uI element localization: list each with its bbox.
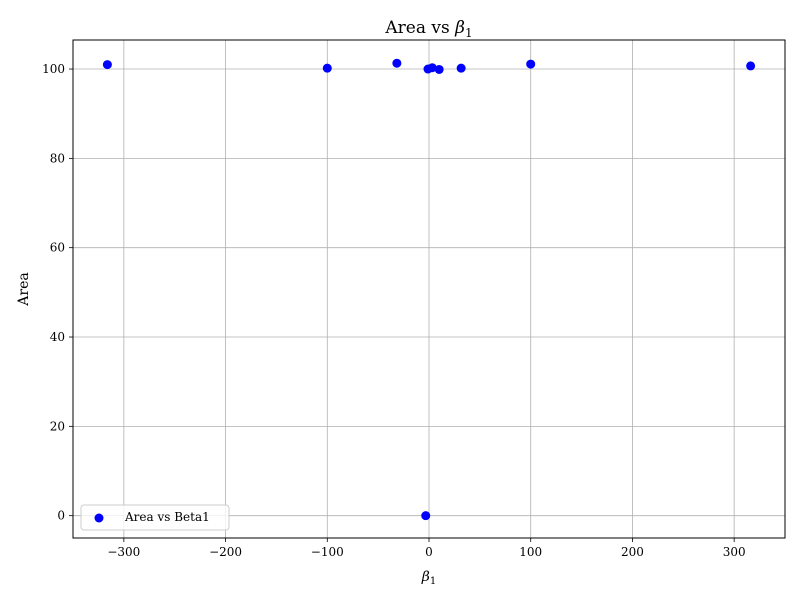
x-tick-label: 0 bbox=[425, 545, 433, 559]
x-tick-label: −200 bbox=[209, 545, 242, 559]
legend-label: Area vs Beta1 bbox=[124, 510, 210, 524]
x-axis-ticks: −300 −200 −100 0 100 200 300 bbox=[107, 538, 746, 559]
legend-box bbox=[80, 504, 230, 531]
data-point bbox=[322, 63, 332, 73]
legend-marker bbox=[94, 513, 104, 523]
y-tick-label: 100 bbox=[42, 62, 65, 76]
x-axis-label: β1 bbox=[421, 569, 436, 587]
y-tick-label: 60 bbox=[50, 241, 65, 255]
data-point bbox=[392, 58, 402, 68]
data-points bbox=[102, 58, 756, 521]
data-point bbox=[746, 61, 756, 71]
chart-title: Area vs β1 bbox=[384, 18, 472, 40]
y-axis-ticks: 0 20 40 60 80 100 bbox=[42, 62, 73, 523]
data-point bbox=[456, 63, 466, 73]
y-tick-label: 0 bbox=[57, 509, 65, 523]
x-tick-label: 300 bbox=[723, 545, 746, 559]
x-tick-label: −100 bbox=[311, 545, 344, 559]
data-point bbox=[102, 60, 112, 70]
y-axis-label: Area bbox=[16, 272, 32, 306]
grid-lines bbox=[73, 40, 785, 538]
x-tick-label: −300 bbox=[107, 545, 140, 559]
data-point bbox=[526, 59, 536, 69]
x-tick-label: 100 bbox=[519, 545, 542, 559]
y-tick-label: 80 bbox=[50, 151, 65, 165]
y-tick-label: 40 bbox=[50, 330, 65, 344]
data-point bbox=[421, 511, 431, 521]
y-tick-label: 20 bbox=[50, 419, 65, 433]
data-point bbox=[427, 63, 437, 73]
legend: Area vs Beta1 bbox=[80, 504, 230, 531]
data-point bbox=[434, 64, 444, 74]
x-tick-label: 200 bbox=[621, 545, 644, 559]
